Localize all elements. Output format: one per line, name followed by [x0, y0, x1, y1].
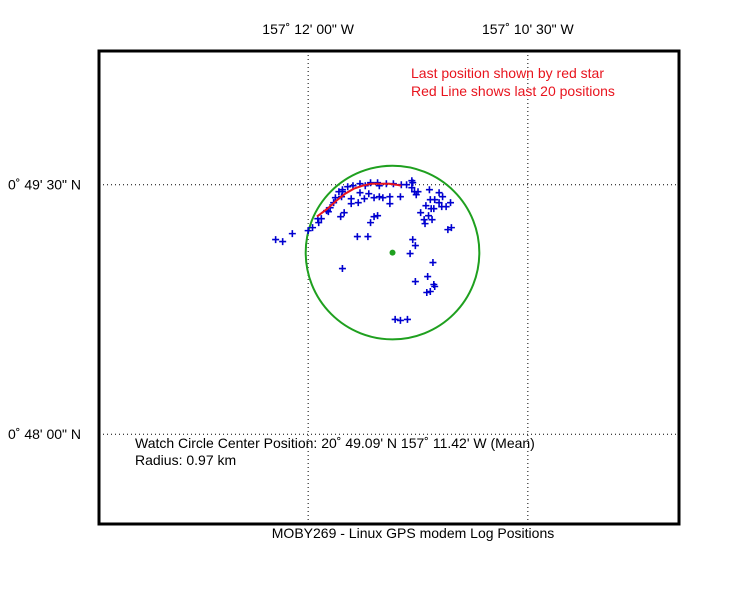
position-point-43	[386, 193, 394, 201]
position-point-82	[338, 265, 346, 273]
position-point-58	[425, 212, 433, 220]
position-point-81	[315, 219, 323, 227]
position-point-77	[391, 315, 399, 323]
x-tick-label-0: 157˚ 12' 00" W	[262, 21, 354, 37]
plot-area	[99, 51, 679, 524]
position-point-32	[447, 199, 455, 207]
watch-circle-radius: Radius: 0.97 km	[135, 452, 237, 468]
position-point-35	[447, 224, 455, 232]
position-point-61	[417, 209, 425, 217]
position-point-62	[421, 220, 429, 228]
plot-frame	[97, 49, 681, 526]
position-point-39	[365, 190, 373, 198]
position-point-80	[288, 230, 296, 238]
position-point-19	[403, 181, 411, 189]
position-point-68	[429, 259, 437, 267]
position-point-65	[409, 236, 417, 244]
y-tick-label-0: 0˚ 49' 30" N	[8, 177, 81, 193]
position-point-49	[317, 215, 325, 223]
position-point-85	[354, 199, 362, 207]
position-point-51	[370, 194, 378, 202]
position-point-69	[424, 273, 432, 281]
position-point-44	[396, 193, 404, 201]
x-tick-label-1: 157˚ 10' 30" W	[482, 21, 574, 37]
watch-circle	[304, 164, 481, 341]
watch-circle-center	[389, 249, 396, 256]
annotation-red-line: Red Line shows last 20 positions	[411, 83, 615, 99]
position-point-67	[406, 250, 414, 258]
position-point-73	[423, 288, 431, 296]
position-point-45	[412, 191, 420, 199]
position-point-0	[304, 227, 312, 235]
position-point-64	[364, 233, 372, 241]
position-point-66	[411, 242, 419, 250]
position-point-83	[367, 219, 375, 227]
position-point-52	[370, 213, 378, 221]
position-point-57	[430, 205, 438, 213]
position-point-59	[420, 216, 428, 224]
position-point-63	[353, 233, 361, 241]
annotation-last-position: Last position shown by red star	[411, 65, 604, 81]
position-point-1	[309, 224, 317, 232]
position-point-29	[435, 199, 443, 207]
position-point-6	[331, 194, 339, 202]
position-point-75	[403, 315, 411, 323]
position-point-54	[375, 193, 383, 201]
position-point-56	[422, 202, 430, 210]
position-point-55	[426, 196, 434, 204]
position-point-38	[356, 189, 364, 197]
position-point-41	[379, 194, 387, 202]
position-point-26	[435, 189, 443, 197]
watch-circle-label: Watch Circle Center Position: 20˚ 49.09'…	[135, 435, 535, 451]
position-point-60	[428, 216, 436, 224]
position-point-22	[408, 184, 416, 192]
position-point-47	[347, 200, 355, 208]
position-point-78	[272, 236, 280, 244]
position-point-72	[426, 287, 434, 295]
y-tick-label-1: 0˚ 48' 00" N	[8, 426, 81, 442]
position-point-25	[425, 186, 433, 194]
chart-title: MOBY269 - Linux GPS modem Log Positions	[271, 525, 555, 541]
position-point-42	[386, 200, 394, 208]
position-point-84	[340, 209, 348, 217]
position-point-31	[442, 203, 450, 211]
last-positions-line	[316, 182, 402, 218]
position-point-40	[360, 195, 368, 203]
position-point-79	[279, 238, 287, 246]
position-point-71	[431, 283, 439, 291]
position-point-50	[337, 213, 345, 221]
position-point-27	[439, 193, 447, 201]
position-point-34	[444, 226, 452, 234]
position-point-76	[396, 316, 404, 324]
position-point-74	[411, 278, 419, 286]
position-point-9	[344, 183, 352, 191]
position-point-36	[338, 188, 346, 196]
position-point-21	[409, 179, 417, 187]
position-point-53	[374, 212, 382, 220]
